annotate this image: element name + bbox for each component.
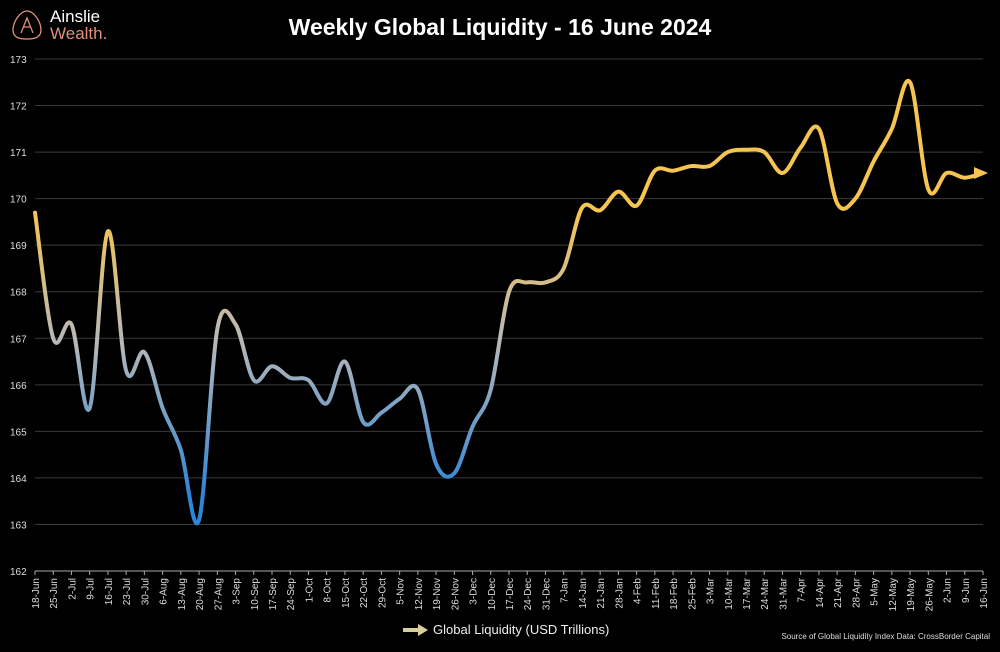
x-tick-label: 28-Apr — [851, 577, 862, 608]
y-tick-label: 164 — [10, 474, 27, 485]
x-tick-label: 24-Mar — [760, 577, 771, 609]
x-tick-label: 21-Jan — [596, 578, 607, 609]
x-tick-label: 31-Dec — [541, 578, 552, 610]
x-tick-label: 26-May — [924, 578, 935, 611]
x-tick-label: 15-Oct — [341, 578, 352, 608]
series-arrow-head — [974, 167, 988, 180]
x-tick-label: 30-Jul — [140, 578, 151, 605]
x-tick-label: 19-May — [906, 578, 917, 611]
y-tick-label: 166 — [10, 381, 27, 392]
x-tick-label: 13-Aug — [177, 578, 188, 610]
x-tick-label: 2-Jul — [67, 578, 78, 600]
logo: Ainslie Wealth. — [10, 8, 107, 42]
x-tick-label: 8-Oct — [323, 578, 334, 603]
x-tick-label: 11-Feb — [651, 578, 662, 609]
x-tick-label: 18-Feb — [669, 578, 680, 610]
y-tick-label: 173 — [10, 55, 27, 66]
y-tick-label: 169 — [10, 241, 27, 252]
x-tick-label: 10-Sep — [250, 578, 261, 611]
x-tick-label: 31-Mar — [778, 577, 789, 609]
x-axis: 18-Jun 25-Jun 2-Jul 9-Jul 16-Jul 23-Jul 30-Jul… — [31, 570, 990, 611]
y-tick-label: 168 — [10, 288, 27, 299]
y-tick-label: 172 — [10, 102, 27, 113]
x-tick-label: 3-Sep — [232, 578, 243, 605]
x-tick-label: 2-Jun — [943, 578, 954, 603]
x-tick-label: 4-Feb — [633, 578, 644, 605]
x-tick-label: 6-Aug — [159, 578, 170, 605]
x-tick-label: 10-Dec — [487, 578, 498, 610]
x-tick-label: 21-Apr — [833, 577, 844, 608]
x-tick-label: 24-Sep — [286, 578, 297, 611]
x-tick-label: 19-Nov — [432, 578, 443, 610]
x-tick-label: 16-Jul — [104, 578, 115, 605]
x-tick-label: 12-May — [888, 578, 899, 611]
x-tick-label: 18-Jun — [31, 578, 42, 609]
x-tick-label: 28-Jan — [614, 578, 625, 609]
arrow-right-icon — [403, 623, 428, 636]
x-tick-label: 1-Oct — [304, 578, 315, 603]
x-tick-label: 22-Oct — [359, 578, 370, 608]
x-tick-label: 23-Jul — [122, 578, 133, 605]
x-tick-label: 24-Dec — [523, 578, 534, 610]
x-tick-label: 3-Dec — [469, 578, 480, 605]
x-tick-label: 17-Dec — [505, 578, 516, 610]
y-tick-label: 162 — [10, 567, 27, 578]
x-tick-label: 25-Feb — [687, 578, 698, 610]
x-tick-label: 7-Jan — [560, 578, 571, 603]
x-tick-label: 20-Aug — [195, 578, 206, 610]
x-tick-label: 12-Nov — [414, 578, 425, 610]
source-note: Source of Global Liquidity Index Data: C… — [781, 632, 990, 641]
logo-line2: Wealth. — [50, 24, 108, 43]
x-tick-label: 26-Nov — [450, 578, 461, 610]
logo-line1: Ainslie — [50, 7, 101, 26]
y-tick-label: 167 — [10, 334, 27, 345]
x-tick-label: 7-Apr — [797, 577, 808, 602]
y-tick-label: 171 — [10, 148, 27, 159]
x-tick-label: 25-Jun — [49, 578, 60, 609]
chart-title: Weekly Global Liquidity - 16 June 2024 — [288, 14, 712, 40]
ainslie-logo-icon — [12, 10, 42, 40]
x-tick-label: 14-Apr — [815, 577, 826, 608]
x-tick-label: 5-Nov — [396, 578, 407, 605]
y-tick-label: 170 — [10, 195, 27, 206]
y-axis: 162 163 164 165 166 167 168 169 170 171 172 173 — [10, 55, 27, 578]
y-tick-label: 165 — [10, 427, 27, 438]
x-tick-label: 29-Oct — [377, 578, 388, 608]
y-tick-label: 163 — [10, 520, 27, 531]
x-tick-label: 9-Jul — [86, 578, 97, 600]
x-tick-label: 14-Jan — [578, 578, 589, 609]
series-line — [33, 78, 985, 526]
x-tick-label: 17-Sep — [268, 578, 279, 611]
x-tick-label: 10-Mar — [724, 577, 735, 609]
legend: Global Liquidity (USD Trillions) — [403, 622, 609, 637]
x-tick-label: 16-Jun — [979, 578, 990, 609]
x-tick-label: 3-Mar — [706, 577, 717, 604]
legend-label: Global Liquidity (USD Trillions) — [433, 622, 610, 637]
x-tick-label: 17-Mar — [742, 577, 753, 609]
x-tick-label: 5-May — [870, 578, 881, 606]
x-tick-label: 9-Jun — [961, 578, 972, 603]
x-tick-label: 27-Aug — [213, 578, 224, 610]
